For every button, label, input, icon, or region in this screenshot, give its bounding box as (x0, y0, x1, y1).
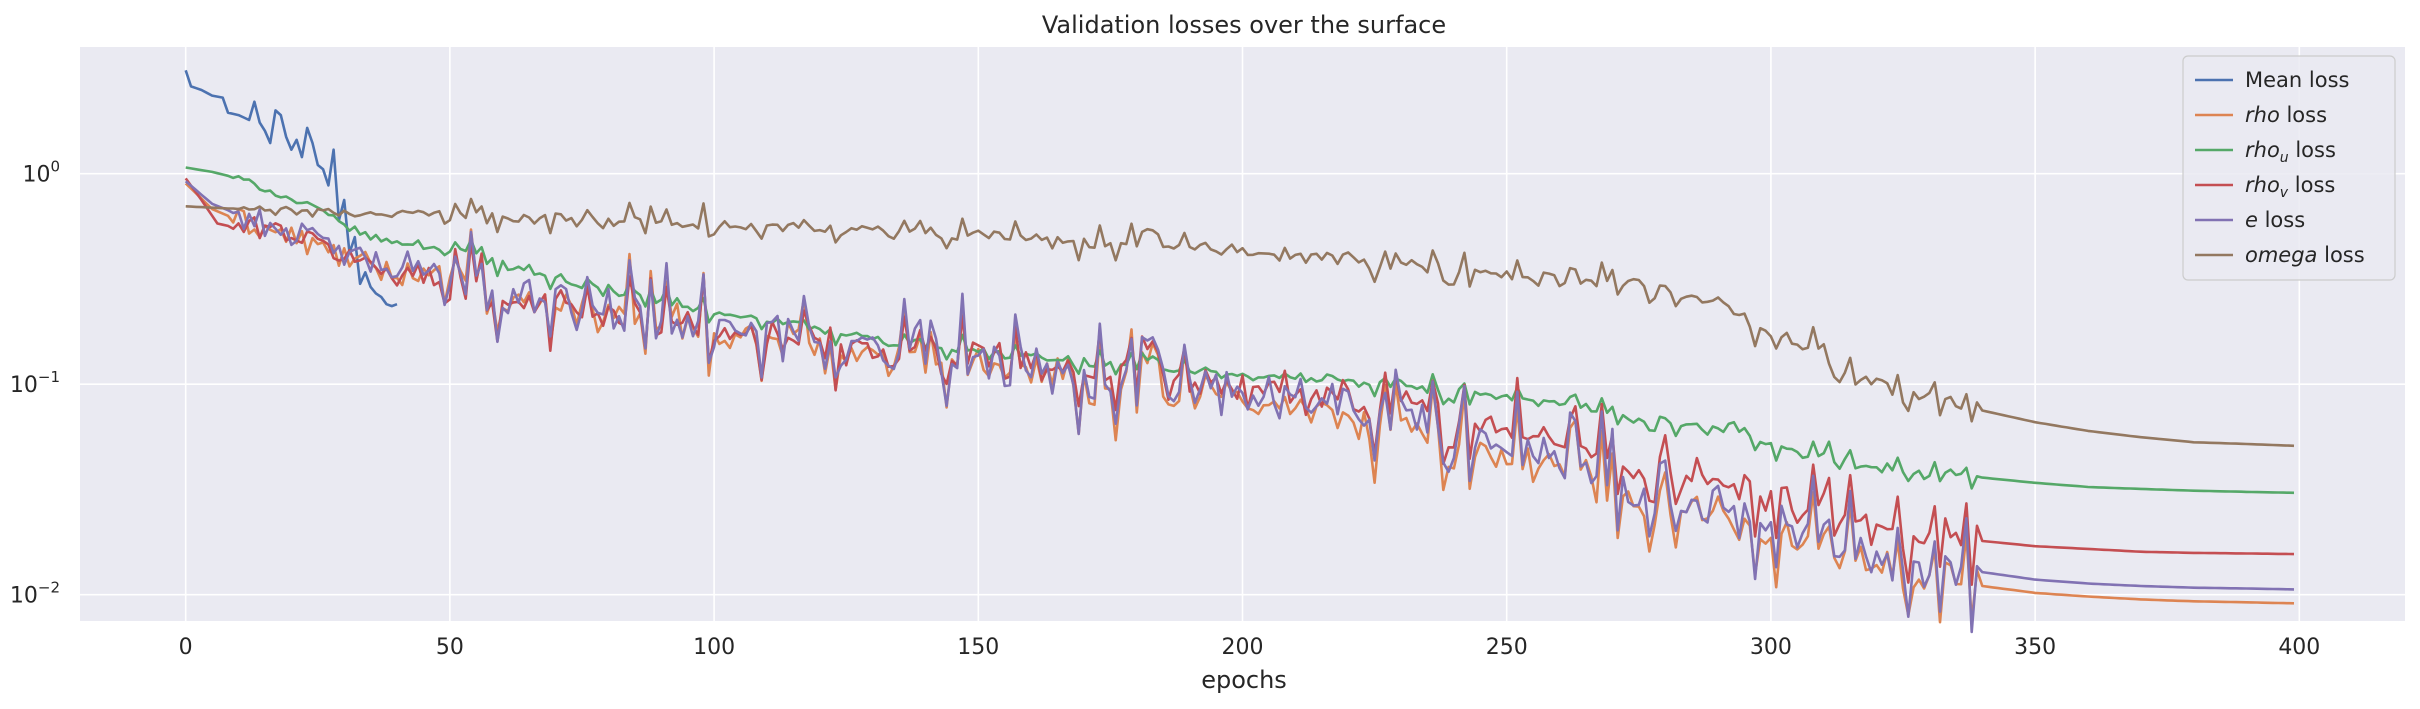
series-line-4 (184, 180, 2295, 634)
legend-label: omega loss (2245, 243, 2365, 267)
x-tick-label: 250 (1486, 635, 1528, 660)
x-axis-label: epochs (1201, 666, 1287, 694)
x-tick-label: 400 (2278, 635, 2320, 660)
y-tick-label: 10−1 (10, 368, 60, 398)
chart-title: Validation losses over the surface (1042, 11, 1446, 39)
legend-label: rhou loss (2245, 138, 2336, 166)
legend-label: Mean loss (2245, 68, 2349, 92)
legend-box (2182, 55, 2396, 281)
legend-label: rho loss (2245, 103, 2327, 127)
legend: Mean loss rho loss rhou loss rhov loss e los… (2182, 55, 2396, 281)
x-tick-label: 0 (179, 635, 193, 660)
x-tick-label: 300 (1750, 635, 1792, 660)
x-tick-label: 350 (2014, 635, 2056, 660)
series-line-5 (185, 197, 2295, 448)
legend-label: e loss (2245, 208, 2305, 232)
x-tick-label: 150 (957, 635, 999, 660)
x-tick-label: 50 (436, 635, 464, 660)
axis-ticks: 0 50 100 150 200 250 300 350 400 10−2 10−1 100 (10, 158, 2320, 660)
y-tick-label: 100 (22, 158, 60, 188)
x-tick-label: 200 (1222, 635, 1264, 660)
series-lines (184, 69, 2295, 634)
y-tick-label: 10−2 (10, 579, 60, 609)
x-tick-label: 100 (693, 635, 735, 660)
series-line-0 (184, 69, 398, 308)
series-line-2 (185, 166, 2295, 495)
legend-label: rhov loss (2245, 173, 2335, 201)
